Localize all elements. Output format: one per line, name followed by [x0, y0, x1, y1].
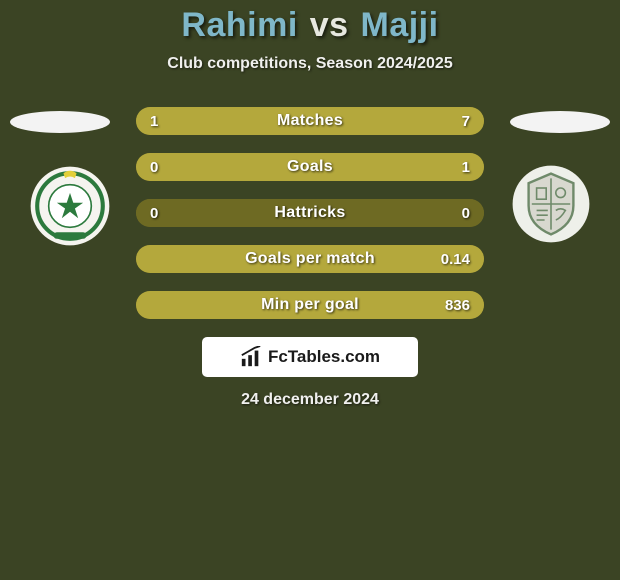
club-crest-left-icon	[29, 165, 111, 247]
stat-row: Matches1 7	[136, 107, 484, 135]
comparison-content: Matches17Goals01Hattricks00Goals per mat…	[0, 107, 620, 409]
date-line: 24 december 2024	[0, 391, 620, 409]
stats-bars: Matches17Goals01Hattricks00Goals per mat…	[136, 107, 484, 319]
club-crest-right-icon	[511, 164, 591, 244]
bar-chart-up-icon	[240, 346, 262, 368]
stat-row: Hattricks0 0	[136, 199, 484, 227]
player1-oval-badge	[10, 111, 110, 133]
stat-value-left: 0	[150, 153, 158, 181]
player1-name: Rahimi	[181, 6, 297, 44]
club-logo-right	[511, 164, 591, 244]
club-logo-left	[29, 165, 111, 247]
stat-row: Goals0 1	[136, 153, 484, 181]
stat-label: Goals	[136, 153, 484, 181]
stat-value-right: 1	[462, 153, 470, 181]
stat-label: Min per goal	[136, 291, 484, 319]
stat-label: Goals per match	[136, 245, 484, 273]
brand-badge: FcTables.com	[202, 337, 418, 377]
page-title: Rahimi vs Majji	[0, 0, 620, 45]
stat-value-right: 7	[462, 107, 470, 135]
brand-text: FcTables.com	[268, 347, 380, 367]
player2-oval-badge	[510, 111, 610, 133]
stat-value-left: 0	[150, 199, 158, 227]
stat-value-right: 0	[462, 199, 470, 227]
stat-row: Goals per match0.14	[136, 245, 484, 273]
stat-value-right: 0.14	[441, 245, 470, 273]
stat-row: Min per goal836	[136, 291, 484, 319]
stat-value-right: 836	[445, 291, 470, 319]
vs-separator: vs	[310, 6, 349, 44]
stat-label: Matches	[136, 107, 484, 135]
player2-name: Majji	[361, 6, 439, 44]
stat-value-left: 1	[150, 107, 158, 135]
stat-label: Hattricks	[136, 199, 484, 227]
subtitle: Club competitions, Season 2024/2025	[0, 55, 620, 73]
